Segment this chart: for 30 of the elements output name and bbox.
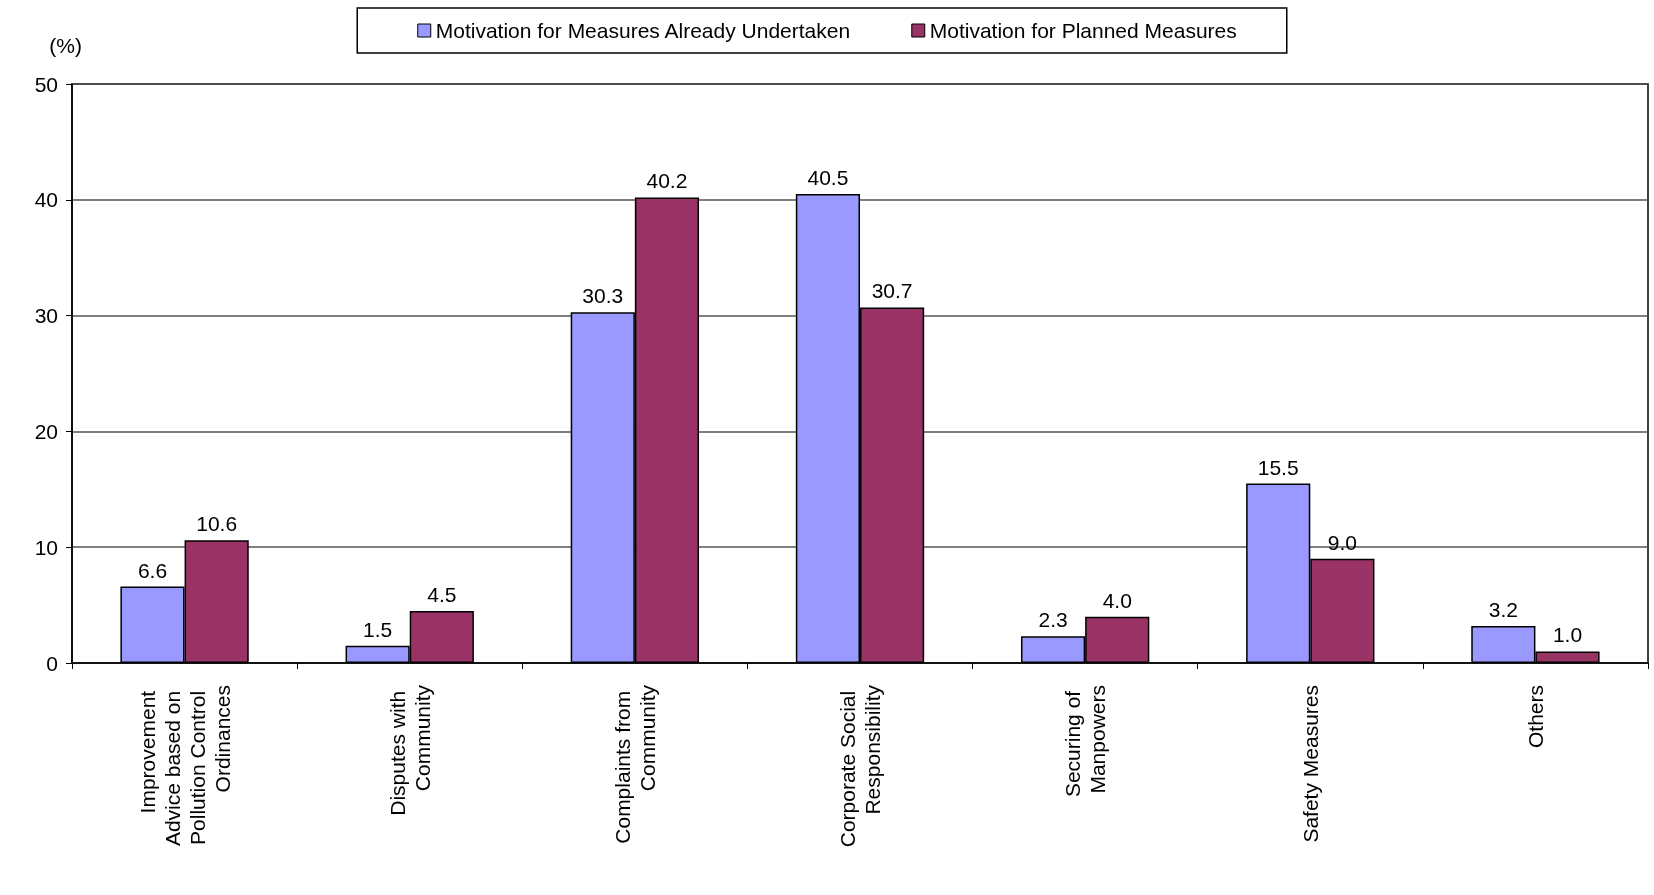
data-label: 4.0: [1102, 588, 1132, 612]
data-label: 2.3: [1038, 608, 1068, 632]
x-tick-label: Corporate Social Responsibility: [836, 684, 884, 848]
data-label: 1.5: [363, 617, 393, 641]
data-label: 6.6: [137, 558, 168, 582]
x-tick-label: Disputes with Community: [385, 684, 434, 816]
data-label: 30.3: [582, 284, 624, 308]
x-tick-label: Complaints from Community: [610, 684, 659, 844]
x-tick-label: Safety Measures: [1298, 685, 1322, 843]
data-label: 3.2: [1488, 597, 1518, 621]
data-label: 4.5: [427, 582, 457, 606]
legend-label: Motivation for Measures Already Undertaken: [435, 19, 851, 42]
data-label: 40.5: [807, 166, 849, 190]
x-tick-label: Others: [1523, 685, 1547, 749]
data-label: 30.7: [871, 279, 913, 303]
data-label: 40.2: [646, 169, 688, 193]
x-tick-label: Securing of Manpowers: [1061, 685, 1110, 798]
data-label: 9.0: [1327, 530, 1357, 554]
data-label: 10.6: [196, 512, 238, 536]
legend-label: Motivation for Planned Measures: [929, 19, 1237, 42]
y-tick-label: 20: [34, 419, 58, 443]
data-label: 1.0: [1552, 623, 1583, 647]
y-axis-title: (%): [49, 34, 82, 57]
y-tick-label: 50: [34, 72, 58, 96]
y-tick-label: 10: [34, 535, 58, 559]
x-tick-label: Improvement Advice based on Pollution Control Ordinances: [135, 685, 234, 847]
y-tick-label: 0: [46, 651, 58, 675]
y-tick-label: 30: [34, 304, 58, 328]
data-label: 15.5: [1257, 455, 1299, 479]
y-tick-label: 40: [34, 188, 58, 212]
